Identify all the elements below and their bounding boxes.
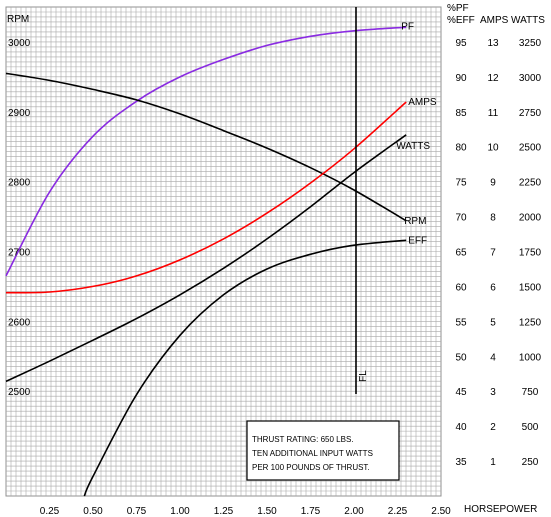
x-tick-label: 1.00 — [170, 506, 190, 517]
thrust-note-line-3: PER 100 POUNDS OF THRUST. — [252, 463, 370, 472]
x-tick-label: 0.75 — [127, 506, 147, 517]
watts-tick-label: 1250 — [519, 317, 542, 328]
watts-tick-label: 500 — [522, 422, 539, 433]
thrust-note-line-1: THRUST RATING: 650 LBS. — [252, 435, 354, 444]
series-line-eff — [83, 239, 407, 497]
series-line-watts — [5, 134, 407, 383]
pct-tick-label: 50 — [455, 352, 467, 363]
watts-tick-label: 2250 — [519, 178, 542, 189]
amps-tick-label: 2 — [490, 422, 496, 433]
watts-tick-label: 250 — [522, 457, 539, 468]
amps-tick-label: 8 — [490, 213, 496, 224]
amps-tick-label: 10 — [487, 143, 499, 154]
amps-tick-label: 3 — [490, 387, 496, 398]
full-load-marker: FL — [355, 7, 369, 394]
rpm-tick-label: 2800 — [8, 178, 31, 189]
amps-tick-label: 9 — [490, 178, 496, 189]
rpm-tick-label: 2900 — [8, 108, 31, 119]
curve-label-amps: AMPS — [408, 97, 437, 108]
pct-tick-label: 75 — [455, 178, 467, 189]
watts-tick-label: 3000 — [519, 73, 542, 84]
amps-tick-label: 6 — [490, 282, 496, 293]
pct-tick-label: 95 — [455, 38, 467, 49]
curve-label-rpm: RPM — [404, 216, 426, 227]
right-axis-header-amps: AMPS — [480, 15, 509, 26]
x-tick-label: 0.50 — [83, 506, 103, 517]
amps-tick-label: 5 — [490, 317, 496, 328]
series-line-rpm — [5, 72, 407, 222]
watts-tick-label: 1500 — [519, 282, 542, 293]
curve-label-watts: WATTS — [396, 141, 430, 152]
x-tick-label: 1.25 — [214, 506, 234, 517]
x-tick-label: 2.25 — [388, 506, 408, 517]
amps-tick-label: 11 — [488, 108, 499, 119]
right-axis-header-eff: %EFF — [447, 15, 475, 26]
curve-labels: PF RPM AMPS WATTS EFF — [396, 21, 437, 246]
pct-tick-label: 40 — [455, 422, 467, 433]
watts-tick-label: 2000 — [519, 213, 542, 224]
amps-tick-label: 12 — [487, 73, 499, 84]
curve-label-eff: EFF — [408, 235, 427, 246]
x-axis-title: HORSEPOWER — [464, 504, 537, 515]
rpm-tick-label: 2600 — [8, 317, 31, 328]
pct-tick-label: 90 — [455, 73, 467, 84]
pct-tick-label: 60 — [455, 282, 467, 293]
thrust-note-frame — [246, 420, 400, 481]
pct-tick-label: 70 — [455, 213, 467, 224]
rpm-tick-label: 3000 — [8, 38, 31, 49]
full-load-label: FL — [358, 370, 369, 382]
pct-tick-label: 85 — [455, 108, 467, 119]
pct-tick-label: 55 — [455, 317, 467, 328]
x-tick-label: 0.25 — [40, 506, 60, 517]
x-tick-label: 1.75 — [301, 506, 321, 517]
series-line-pf — [5, 26, 407, 277]
watts-tick-label: 3250 — [519, 38, 542, 49]
pct-tick-label: 65 — [455, 248, 467, 259]
x-tick-label: 1.50 — [257, 506, 277, 517]
watts-tick-label: 750 — [522, 387, 539, 398]
pct-tick-label: 35 — [455, 457, 467, 468]
pct-tick-label: 45 — [455, 387, 467, 398]
watts-tick-label: 1750 — [519, 248, 542, 259]
x-tick-label: 2.00 — [344, 506, 364, 517]
pct-tick-label: 80 — [455, 143, 467, 154]
left-axis-title: RPM — [7, 14, 29, 25]
series-layer — [5, 26, 407, 497]
watts-tick-label: 1000 — [519, 352, 542, 363]
thrust-note-box: THRUST RATING: 650 LBS. TEN ADDITIONAL I… — [246, 420, 400, 481]
rpm-tick-label: 2700 — [8, 248, 31, 259]
watts-tick-label: 2750 — [519, 108, 542, 119]
amps-tick-label: 7 — [490, 248, 496, 259]
curve-label-pf: PF — [401, 21, 414, 32]
chart-grid — [5, 6, 442, 497]
x-tick-label: 2.50 — [431, 506, 451, 517]
amps-tick-label: 4 — [490, 352, 496, 363]
right-axis-header-pf: %PF — [447, 3, 469, 14]
amps-tick-label: 1 — [490, 457, 496, 468]
axis-ticks: 0.25 0.50 0.75 1.00 1.25 1.50 1.75 2.00 2.25 2.50… — [8, 38, 542, 517]
rpm-tick-label: 2500 — [8, 387, 31, 398]
right-axis-header-watts: WATTS — [511, 15, 545, 26]
watts-tick-label: 2500 — [519, 143, 542, 154]
thrust-note-line-2: TEN ADDITIONAL INPUT WATTS — [252, 449, 373, 458]
amps-tick-label: 13 — [487, 38, 499, 49]
series-line-amps — [5, 101, 407, 294]
